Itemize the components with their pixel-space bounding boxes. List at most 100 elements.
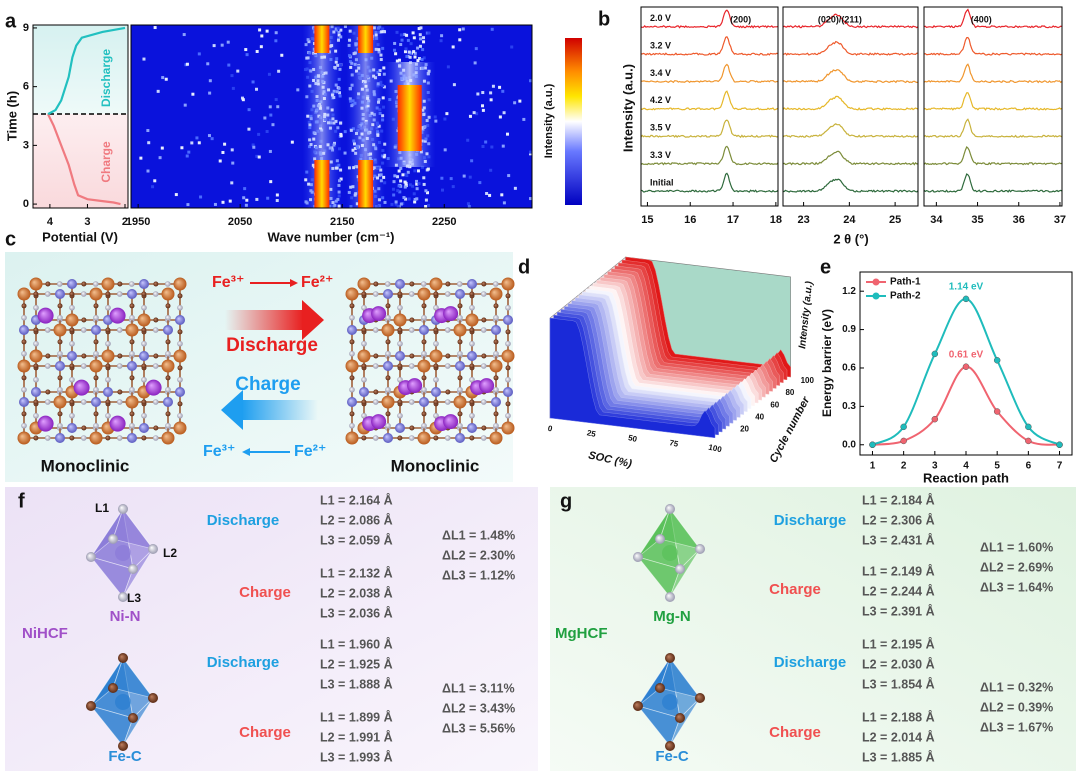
nitrogen-atom xyxy=(492,281,499,287)
bond-length: L2 = 2.086 Å xyxy=(320,512,393,527)
heatmap-speckle xyxy=(408,55,412,59)
heatmap-speckle xyxy=(424,205,428,208)
heatmap-speckle xyxy=(206,62,210,66)
heatmap-speckle xyxy=(274,31,278,35)
x-axis-label: Reaction path xyxy=(923,470,1009,485)
heatmap-speckle xyxy=(269,113,273,117)
ligand-atom xyxy=(655,534,665,544)
heatmap-speckle xyxy=(424,189,428,193)
carbon-atom xyxy=(349,303,355,309)
heatmap-speckle xyxy=(472,111,476,115)
carbon-atom xyxy=(493,411,499,417)
nitrogen-atom xyxy=(116,435,123,441)
plot-frame xyxy=(32,24,129,209)
ligand-atom xyxy=(118,504,128,514)
panel-f-background xyxy=(5,487,538,771)
nitrogen-atom xyxy=(372,399,379,405)
heatmap-speckle xyxy=(153,26,157,30)
metal-atom xyxy=(395,423,405,433)
carbon-atom xyxy=(81,353,87,359)
metal-atom xyxy=(395,279,405,289)
heatmap-speckle xyxy=(296,88,300,92)
heatmap-speckle xyxy=(251,143,255,147)
nitrogen-atom xyxy=(116,291,123,297)
heatmap-speckle xyxy=(399,179,403,183)
x-tick-label: 35 xyxy=(971,214,983,226)
carbon-atom xyxy=(469,291,475,297)
heatmap-speckle xyxy=(413,200,417,204)
heatmap-speckle xyxy=(405,55,409,59)
xrd-curve xyxy=(923,118,1063,138)
panel-label: e xyxy=(820,256,831,278)
heatmap-speckle xyxy=(510,45,514,49)
heatmap-speckle xyxy=(230,181,234,185)
vertex-label: L3 xyxy=(127,591,141,605)
heatmap-speckle xyxy=(522,117,526,121)
heatmap-speckle xyxy=(427,203,431,207)
xrd-curve xyxy=(640,63,779,84)
nitrogen-atom xyxy=(152,363,159,369)
heatmap-speckle xyxy=(207,134,211,138)
carbon-atom xyxy=(81,317,87,323)
heatmap-speckle xyxy=(265,130,269,134)
x-tick-label: 25 xyxy=(586,428,597,439)
heatmap-speckle xyxy=(208,79,212,83)
heatmap-speckle xyxy=(245,198,249,202)
y-tick-label: 0 xyxy=(23,198,29,210)
nitrogen-atom xyxy=(372,291,379,297)
metal-atom xyxy=(67,351,77,361)
xrd-curve xyxy=(923,173,1063,193)
nitrogen-atom xyxy=(105,376,111,383)
carbon-atom xyxy=(153,281,159,287)
heatmap-speckle xyxy=(187,150,191,154)
bond-length: L3 = 2.036 Å xyxy=(320,605,393,620)
octahedron-label: Ni-N xyxy=(110,608,141,625)
metal-atom xyxy=(55,361,65,371)
nitrogen-atom xyxy=(444,435,451,441)
metal-atom xyxy=(455,289,465,299)
discharge-label: Discharge xyxy=(207,512,280,529)
heatmap-speckle xyxy=(197,141,201,145)
heatmap-speckle xyxy=(218,159,222,163)
sodium-ion xyxy=(73,379,90,396)
carbon-atom xyxy=(361,363,367,369)
octahedron-face xyxy=(669,548,701,598)
iron-atom xyxy=(161,431,175,445)
heatmap-speckle xyxy=(268,105,272,109)
carbon-atom xyxy=(481,425,487,431)
x-tick-label: 18 xyxy=(770,214,782,226)
heatmap-speckle xyxy=(451,185,455,189)
heatmap-speckle xyxy=(343,130,347,134)
depth-tick-label: 100 xyxy=(801,376,815,385)
metal-atom xyxy=(175,315,185,325)
heatmap-speckle xyxy=(404,47,408,51)
xrd-curve xyxy=(782,40,918,56)
heatmap-speckle xyxy=(440,34,444,38)
nitrogen-atom xyxy=(361,376,367,383)
heatmap-speckle xyxy=(413,169,417,173)
nitrogen-atom xyxy=(505,304,511,311)
nitrogen-atom xyxy=(469,412,475,419)
heatmap-speckle xyxy=(223,142,227,146)
metal-atom xyxy=(503,315,513,325)
heatmap-speckle xyxy=(501,89,505,93)
nitrogen-atom xyxy=(420,281,427,287)
heatmap-band xyxy=(397,85,422,151)
nitrogen-atom xyxy=(444,399,451,405)
heatmap-speckle xyxy=(397,184,401,188)
heatmap-speckle xyxy=(174,193,178,197)
data-point xyxy=(931,350,939,358)
ligand-atom xyxy=(675,564,685,574)
heatmap-speckle xyxy=(269,180,273,184)
heatmap-speckle xyxy=(180,146,184,150)
carbon-atom xyxy=(433,291,439,297)
iron-atom xyxy=(381,323,395,337)
y-axis-label: Time (h) xyxy=(4,91,19,141)
carbon-atom xyxy=(153,425,159,431)
nitrogen-atom xyxy=(56,281,63,287)
legend-label: Path-1 xyxy=(890,277,921,288)
legend-label: Path-2 xyxy=(890,291,921,302)
carbon-atom xyxy=(177,401,183,407)
heatmap-speckle xyxy=(481,108,485,112)
vertex-label: L2 xyxy=(163,546,177,560)
